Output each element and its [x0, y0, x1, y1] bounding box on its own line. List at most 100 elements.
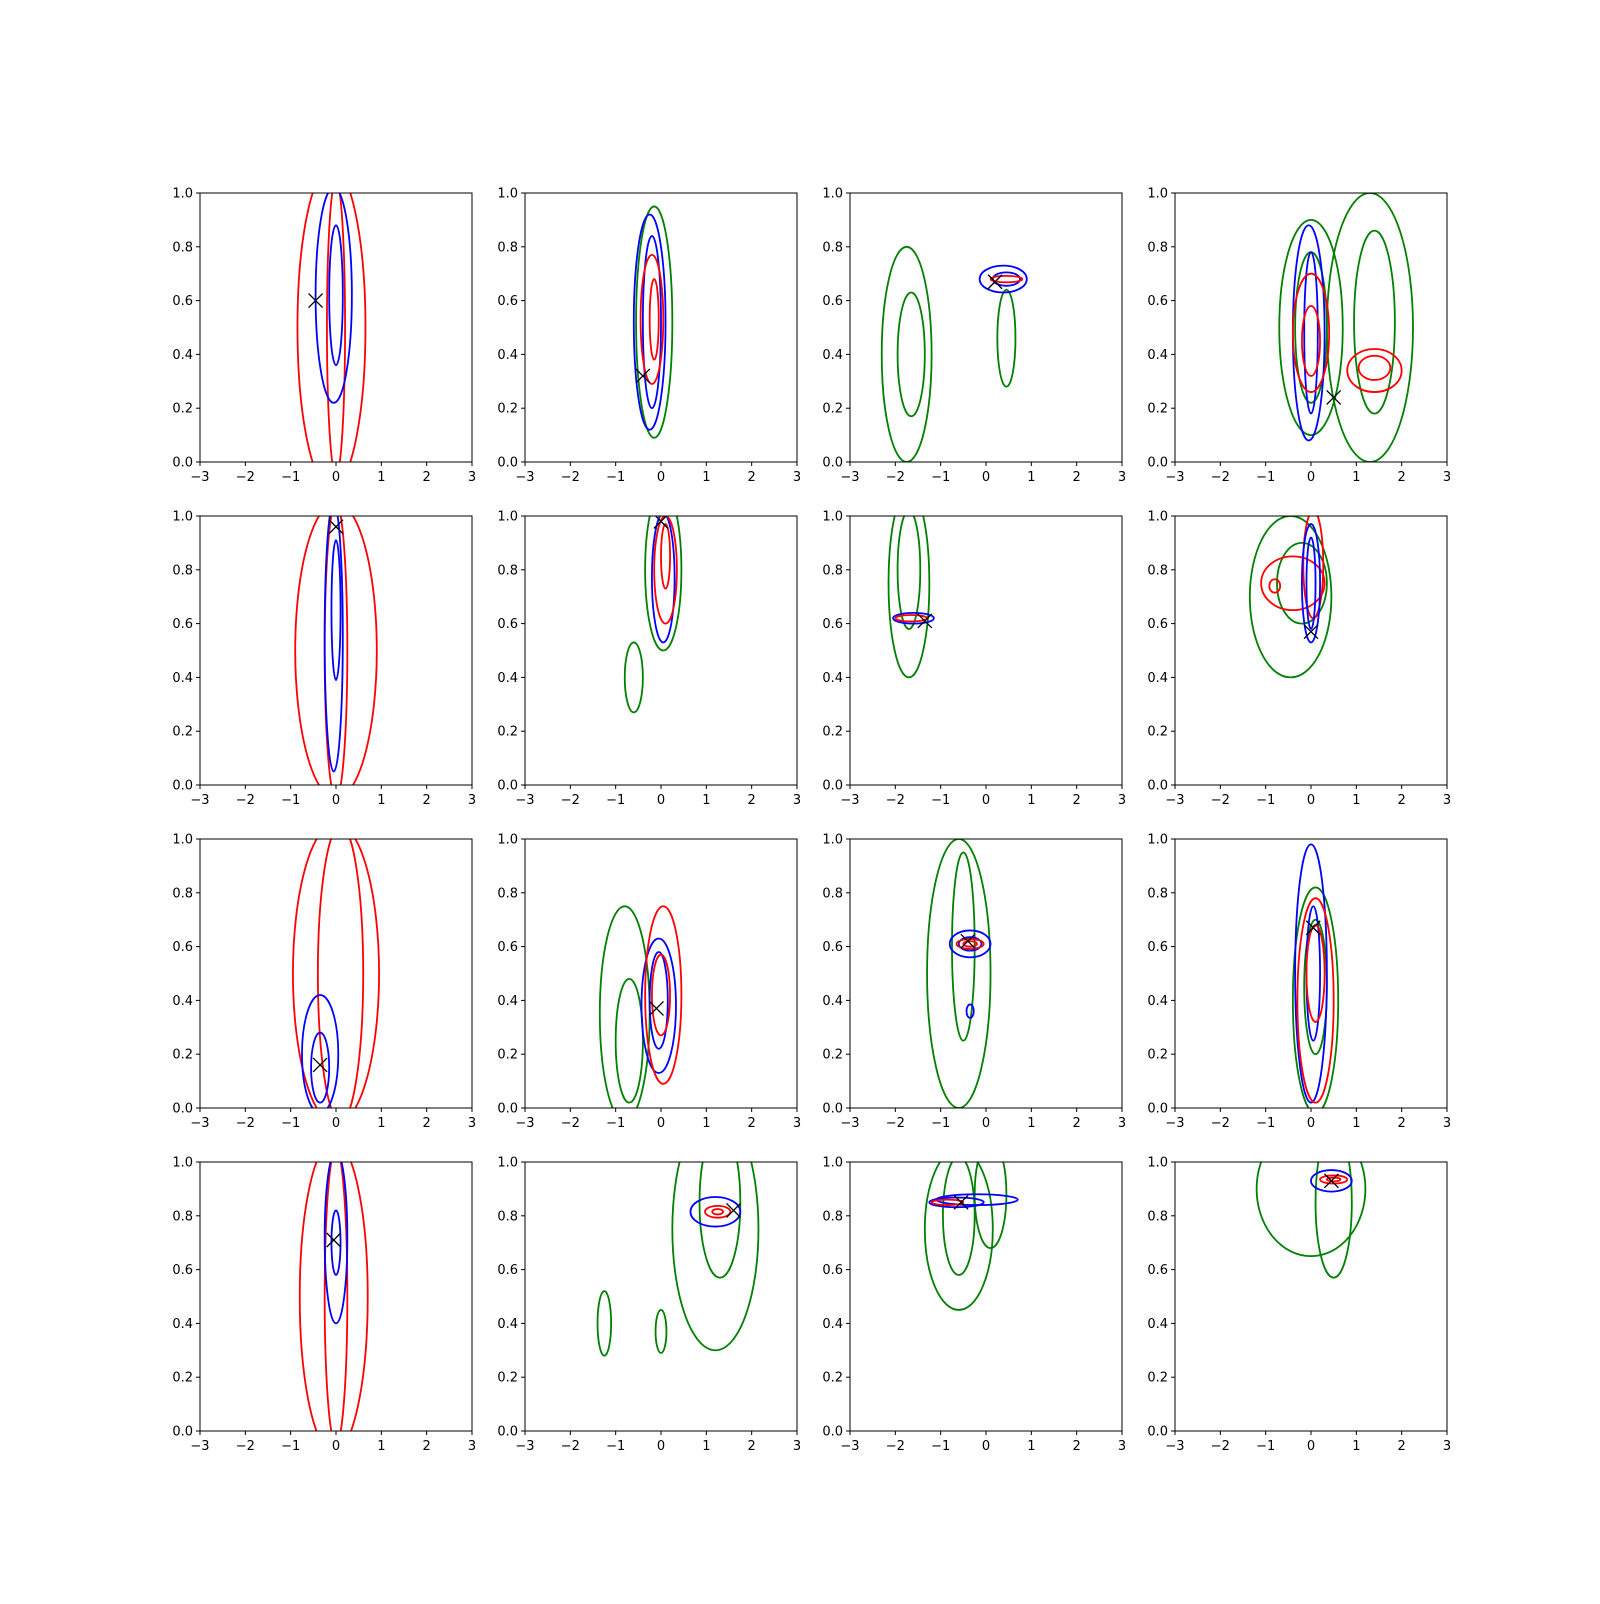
contour-line-blue: [1303, 251, 1319, 415]
contour-line-green: [942, 1162, 976, 1276]
subplot-2-4: −3 −2 −1 0 1 2 3 0.0 0.2 0.4 0.6 0.8 1.0: [1147, 510, 1451, 809]
contour-line-blue: [689, 1196, 742, 1228]
subplot-4-1: −3 −2 −1 0 1 2 3 0.0 0.2 0.4 0.6 0.8 1.0: [172, 1156, 476, 1455]
y-tick-label: 0.4: [822, 348, 843, 363]
x-tick-label: 2: [1398, 1116, 1406, 1131]
x-tick-label: −1: [1256, 470, 1275, 485]
x-tick-label: −1: [281, 793, 300, 808]
axes-frame: [1174, 838, 1448, 1109]
marker-stroke: [308, 293, 324, 309]
axes-frame: [199, 515, 473, 786]
x-tick-label: −2: [886, 1439, 905, 1454]
y-tick-label: 0.0: [497, 1425, 518, 1440]
x-tick-label: 0: [332, 470, 340, 485]
y-tick-label: 1.0: [822, 833, 843, 848]
plot-area: [1278, 193, 1414, 462]
y-tick-label: 1.0: [497, 1156, 518, 1171]
marker-stroke: [1305, 920, 1321, 936]
axes-frame: [849, 515, 1123, 786]
contour-line-green: [923, 1162, 994, 1311]
y-tick-label: 0.2: [497, 1371, 518, 1386]
contour-line-red: [704, 1204, 732, 1219]
x-tick-label: 1: [1027, 470, 1035, 485]
y-tick-label: 0.2: [172, 725, 193, 740]
contour-line-green: [1276, 542, 1328, 625]
x-tick-label: −2: [236, 793, 255, 808]
contour-line-red: [323, 516, 349, 785]
y-tick-label: 0.8: [497, 1209, 518, 1224]
plot-area: [923, 1162, 1019, 1311]
subplot-3-2: −3 −2 −1 0 1 2 3 0.0 0.2 0.4 0.6 0.8 1.0: [497, 833, 801, 1132]
x-tick-label: 1: [377, 1116, 385, 1131]
axes-frame: [1174, 515, 1448, 786]
y-tick-label: 0.6: [1147, 940, 1168, 955]
x-tick-label: 0: [657, 1439, 665, 1454]
x-tick-label: −3: [515, 793, 534, 808]
x-tick-label: 3: [1443, 1439, 1451, 1454]
plot-area: [1291, 843, 1340, 1108]
marker-x: [1303, 624, 1319, 640]
y-tick-label: 0.4: [172, 348, 193, 363]
y-tick-label: 0.2: [822, 1048, 843, 1063]
axes-frame: [524, 1161, 798, 1432]
y-tick-label: 1.0: [172, 187, 193, 202]
axes-frame: [849, 838, 1123, 1109]
y-tick-label: 0.6: [822, 617, 843, 632]
subplot-3-1: −3 −2 −1 0 1 2 3 0.0 0.2 0.4 0.6 0.8 1.0: [172, 833, 476, 1132]
y-tick-label: 0.0: [822, 1425, 843, 1440]
plot-area: [598, 905, 683, 1108]
contour-line-green: [644, 516, 683, 652]
x-tick-label: −3: [190, 1439, 209, 1454]
x-tick-label: −1: [281, 1116, 300, 1131]
x-tick-label: 0: [332, 793, 340, 808]
contour-line-blue: [323, 1162, 349, 1325]
x-tick-label: 3: [793, 1439, 801, 1454]
y-tick-label: 1.0: [497, 833, 518, 848]
x-tick-label: −2: [236, 470, 255, 485]
marker-stroke: [960, 933, 976, 949]
contour-line-blue: [648, 951, 669, 1050]
contour-line-red: [1346, 348, 1403, 393]
plot-area: [880, 245, 1028, 462]
y-tick-label: 0.0: [1147, 1425, 1168, 1440]
y-tick-label: 0.8: [497, 240, 518, 255]
y-tick-label: 0.0: [497, 779, 518, 794]
contour-line-red: [298, 1162, 369, 1431]
contour-line-green: [596, 1290, 613, 1357]
x-tick-label: 1: [1352, 793, 1360, 808]
y-tick-label: 1.0: [1147, 1156, 1168, 1171]
y-tick-label: 0.4: [172, 671, 193, 686]
contour-line-blue: [632, 213, 667, 431]
x-tick-label: 2: [1073, 1116, 1081, 1131]
x-tick-label: 0: [1307, 1116, 1315, 1131]
x-tick-label: 3: [1443, 470, 1451, 485]
x-tick-label: 1: [702, 1439, 710, 1454]
plot-area: [298, 1162, 369, 1431]
x-tick-label: 2: [1398, 470, 1406, 485]
marker-x: [1305, 920, 1321, 936]
subplot-2-1: −3 −2 −1 0 1 2 3 0.0 0.2 0.4 0.6 0.8 1.0: [172, 510, 476, 809]
y-tick-label: 0.4: [1147, 348, 1168, 363]
contour-line-red: [1301, 305, 1321, 377]
marker-x: [1323, 1173, 1339, 1189]
y-tick-label: 1.0: [497, 187, 518, 202]
x-tick-label: 2: [1073, 793, 1081, 808]
contour-line-blue: [892, 611, 935, 625]
y-tick-label: 0.4: [822, 994, 843, 1009]
y-tick-label: 0.2: [497, 725, 518, 740]
marker-x: [1326, 389, 1342, 405]
x-tick-label: 3: [468, 1116, 476, 1131]
contour-line-green: [896, 516, 922, 630]
x-tick-label: 3: [468, 793, 476, 808]
contour-line-red: [1260, 555, 1326, 612]
marker-x: [987, 274, 1003, 290]
y-tick-label: 0.4: [1147, 994, 1168, 1009]
contour-line-green: [1255, 1162, 1367, 1258]
contour-line-red: [1325, 1176, 1342, 1183]
y-tick-label: 0.4: [1147, 1317, 1168, 1332]
marker-stroke: [1303, 624, 1319, 640]
subplot-2-2: −3 −2 −1 0 1 2 3 0.0 0.2 0.4 0.6 0.8 1.0: [497, 510, 801, 809]
y-tick-label: 0.6: [172, 1263, 193, 1278]
contour-line-green: [635, 205, 674, 439]
